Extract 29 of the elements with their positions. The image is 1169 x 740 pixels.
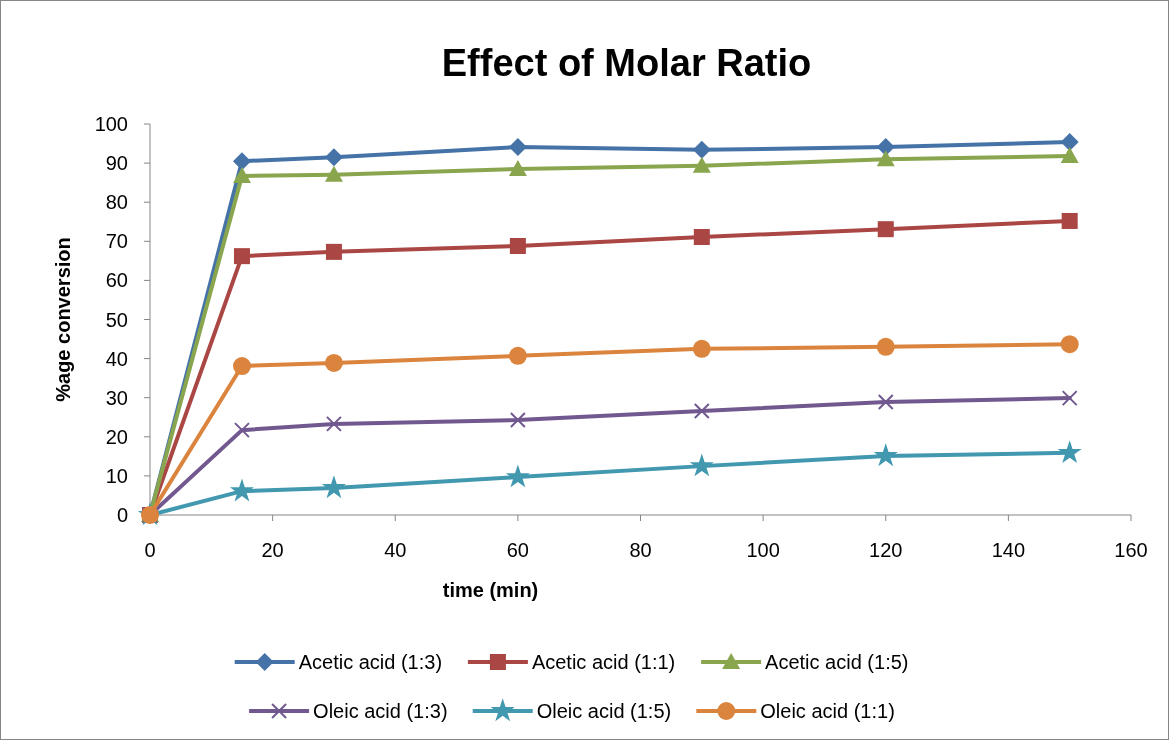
x-tick-label: 20 xyxy=(261,539,284,561)
x-tick-label: 160 xyxy=(1114,539,1148,561)
chart-title: Effect of Molar Ratio xyxy=(441,42,812,84)
legend-label: Oleic acid (1:3) xyxy=(313,700,448,722)
y-axis-title: %age conversion xyxy=(52,237,74,402)
x-tick-label: 60 xyxy=(506,539,529,561)
legend-label: Acetic acid (1:1) xyxy=(531,651,676,673)
legend-label: Acetic acid (1:5) xyxy=(765,651,909,673)
legend-label: Acetic acid (1:3) xyxy=(298,651,443,673)
y-tick-label: 0 xyxy=(116,504,128,526)
y-tick-label: 40 xyxy=(105,347,128,370)
legend-label: Oleic acid (1:5) xyxy=(536,700,672,722)
y-tick-label: 70 xyxy=(105,230,128,253)
x-tick-label: 140 xyxy=(991,539,1026,561)
legend-label: Oleic acid (1:1) xyxy=(760,700,895,722)
y-tick-label: 50 xyxy=(105,308,128,331)
y-tick-label: 100 xyxy=(94,113,128,135)
x-tick-label: 0 xyxy=(144,539,156,561)
x-tick-label: 80 xyxy=(629,539,652,561)
x-axis-title: time (min) xyxy=(442,579,539,601)
y-tick-label: 90 xyxy=(105,152,128,175)
x-tick-label: 100 xyxy=(746,539,780,561)
y-tick-label: 30 xyxy=(105,386,128,409)
x-tick-label: 40 xyxy=(384,539,407,561)
y-tick-label: 60 xyxy=(105,269,128,292)
y-tick-label: 10 xyxy=(105,464,128,487)
y-tick-label: 20 xyxy=(105,425,128,448)
x-tick-label: 120 xyxy=(869,539,903,561)
y-tick-label: 80 xyxy=(105,191,128,214)
